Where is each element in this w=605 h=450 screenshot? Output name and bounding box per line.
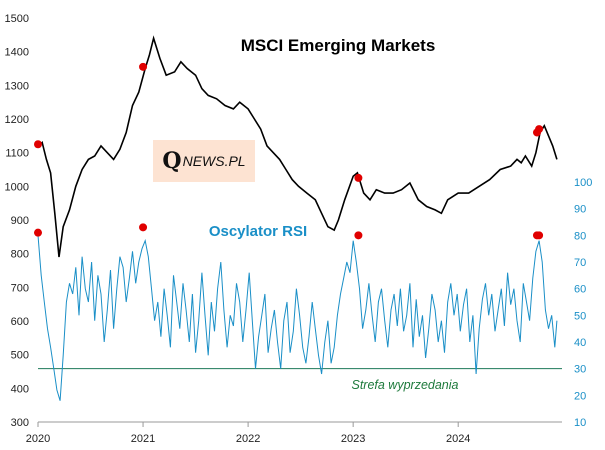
left-tick-label: 300 (11, 417, 29, 429)
right-tick-label: 60 (574, 284, 586, 296)
rsi-signal-marker (535, 231, 544, 240)
rsi-series-line (37, 235, 558, 401)
oversold-zone-label: Strefa wyprzedania (351, 378, 458, 392)
left-tick-label: 500 (11, 350, 29, 362)
chart-title: MSCI Emerging Markets (241, 36, 436, 55)
left-tick-label: 900 (11, 215, 29, 227)
x-tick-label: 2021 (131, 433, 155, 445)
left-tick-label: 1000 (5, 181, 29, 193)
price-signal-marker (354, 173, 363, 182)
x-tick-label: 2020 (26, 433, 50, 445)
right-tick-label: 20 (574, 390, 586, 402)
left-tick-label: 1200 (5, 114, 29, 126)
left-tick-label: 1500 (5, 13, 29, 25)
logo-q: Q (162, 148, 182, 174)
left-tick-label: 1400 (5, 47, 29, 59)
x-tick-label: 2022 (236, 433, 260, 445)
right-tick-label: 100 (574, 177, 592, 189)
right-tick-label: 50 (574, 310, 586, 322)
qnews-logo: Q NEWS.PL (153, 140, 255, 182)
right-axis: 10 20 30 40 50 60 70 80 90 100 (574, 177, 592, 429)
left-axis: 300 400 500 600 700 800 900 1000 1100 1200 1300 140… (5, 13, 29, 429)
left-tick-label: 800 (11, 249, 29, 261)
right-tick-label: 80 (574, 230, 586, 242)
rsi-signal-marker (354, 231, 363, 240)
signal-markers (34, 62, 544, 240)
right-tick-label: 90 (574, 204, 586, 216)
price-signal-marker (139, 62, 148, 71)
x-axis: 2020 2021 2022 2023 2024 (26, 421, 562, 445)
left-tick-label: 700 (11, 282, 29, 294)
rsi-signal-marker (139, 223, 148, 232)
rsi-label: Oscylator RSI (209, 223, 307, 240)
x-tick-label: 2023 (341, 433, 365, 445)
rsi-signal-marker (34, 228, 42, 237)
right-tick-label: 40 (574, 337, 586, 349)
right-tick-label: 10 (574, 417, 586, 429)
logo-text: NEWS.PL (182, 153, 246, 169)
price-signal-marker (34, 140, 42, 149)
right-tick-label: 70 (574, 257, 586, 269)
left-tick-label: 600 (11, 316, 29, 328)
x-tick-label: 2024 (446, 433, 470, 445)
left-tick-label: 1100 (5, 148, 29, 160)
right-tick-label: 30 (574, 364, 586, 376)
price-series-line (37, 35, 558, 258)
price-signal-marker (535, 125, 544, 134)
left-tick-label: 1300 (5, 80, 29, 92)
left-tick-label: 400 (11, 383, 29, 395)
